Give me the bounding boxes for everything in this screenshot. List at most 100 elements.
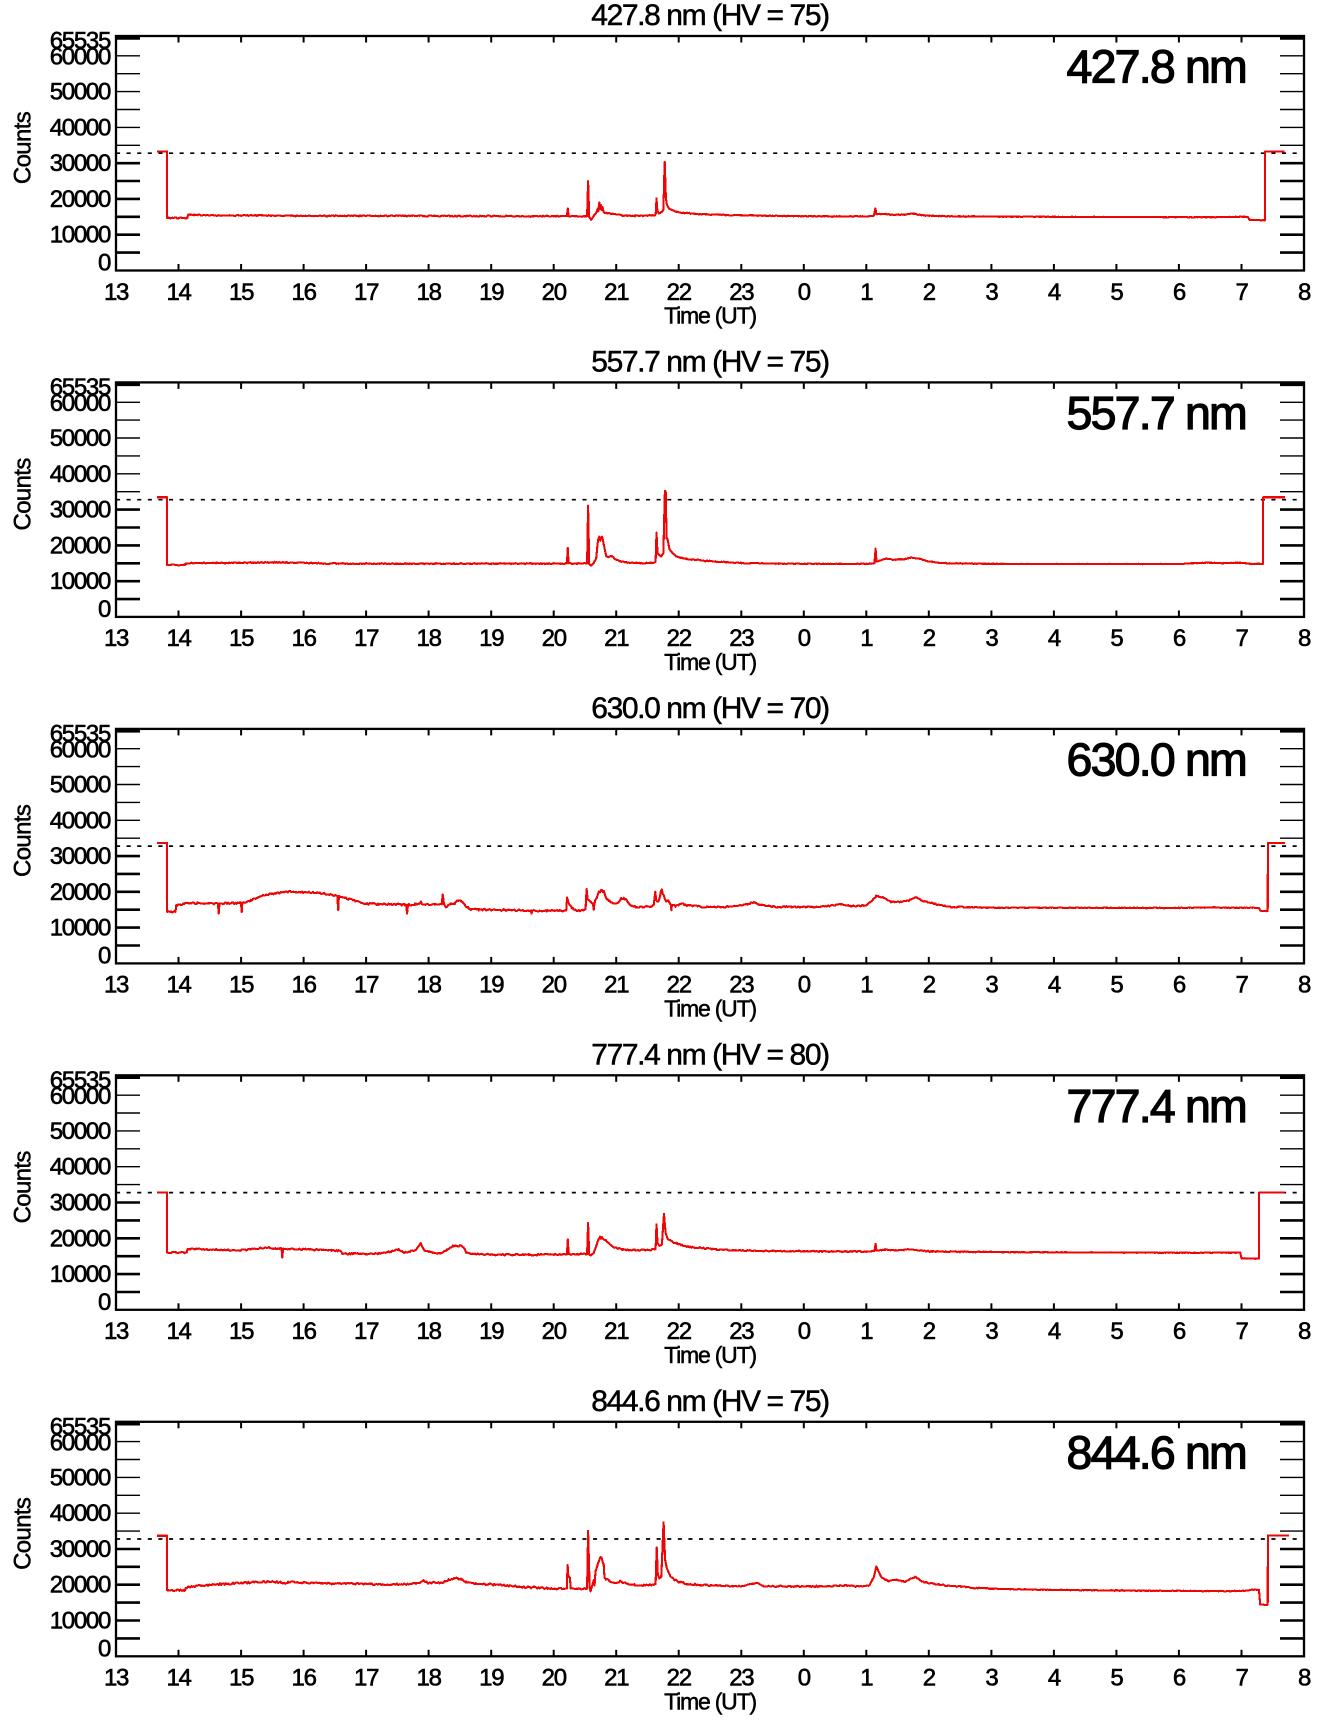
svg-text:Counts: Counts [10, 1151, 37, 1224]
svg-text:19: 19 [479, 972, 504, 999]
svg-text:17: 17 [354, 625, 379, 652]
svg-text:7: 7 [1235, 972, 1248, 999]
svg-text:8: 8 [1298, 625, 1311, 652]
svg-text:5: 5 [1110, 1665, 1123, 1692]
svg-text:557.7 nm (HV = 75): 557.7 nm (HV = 75) [591, 345, 829, 378]
svg-text:20000: 20000 [50, 186, 111, 213]
svg-text:0: 0 [798, 625, 811, 652]
svg-text:60000: 60000 [50, 1083, 111, 1110]
svg-text:15: 15 [229, 1665, 254, 1692]
svg-text:557.7 nm: 557.7 nm [1067, 387, 1246, 439]
svg-text:0: 0 [98, 1289, 111, 1316]
svg-text:10000: 10000 [50, 568, 111, 595]
svg-text:14: 14 [166, 1318, 191, 1345]
svg-text:30000: 30000 [50, 150, 111, 177]
svg-text:20: 20 [542, 1665, 567, 1692]
svg-text:16: 16 [292, 279, 317, 306]
svg-text:Counts: Counts [10, 804, 37, 877]
svg-text:60000: 60000 [50, 390, 111, 417]
svg-text:15: 15 [229, 279, 254, 306]
svg-text:6: 6 [1173, 972, 1186, 999]
svg-text:Time (UT): Time (UT) [664, 1342, 756, 1368]
svg-text:19: 19 [479, 1318, 504, 1345]
svg-text:2: 2 [923, 972, 936, 999]
svg-text:20: 20 [542, 972, 567, 999]
svg-text:3: 3 [985, 972, 998, 999]
svg-text:Counts: Counts [10, 1497, 37, 1570]
svg-text:22: 22 [667, 625, 692, 652]
svg-text:13: 13 [104, 972, 129, 999]
svg-text:23: 23 [729, 1318, 754, 1345]
svg-text:4: 4 [1048, 972, 1061, 999]
svg-text:13: 13 [104, 1318, 129, 1345]
svg-text:13: 13 [104, 1665, 129, 1692]
svg-text:5: 5 [1110, 625, 1123, 652]
svg-text:7: 7 [1235, 625, 1248, 652]
svg-text:14: 14 [166, 1665, 191, 1692]
svg-text:777.4 nm (HV = 80): 777.4 nm (HV = 80) [591, 1038, 829, 1071]
svg-text:23: 23 [729, 1665, 754, 1692]
svg-text:17: 17 [354, 279, 379, 306]
svg-text:22: 22 [667, 1665, 692, 1692]
svg-text:60000: 60000 [50, 1429, 111, 1456]
svg-text:18: 18 [417, 1318, 442, 1345]
svg-text:65535: 65535 [50, 374, 111, 401]
svg-text:8: 8 [1298, 279, 1311, 306]
svg-text:60000: 60000 [50, 44, 111, 71]
svg-text:2: 2 [923, 279, 936, 306]
svg-text:8: 8 [1298, 1318, 1311, 1345]
svg-text:60000: 60000 [50, 736, 111, 763]
svg-text:0: 0 [98, 1636, 111, 1663]
svg-text:17: 17 [354, 972, 379, 999]
svg-text:18: 18 [417, 279, 442, 306]
svg-text:22: 22 [667, 1318, 692, 1345]
svg-text:6: 6 [1173, 279, 1186, 306]
svg-text:17: 17 [354, 1665, 379, 1692]
svg-text:21: 21 [604, 279, 629, 306]
svg-text:16: 16 [292, 1318, 317, 1345]
svg-text:65535: 65535 [50, 1413, 111, 1440]
svg-text:Time (UT): Time (UT) [664, 1688, 756, 1714]
svg-text:40000: 40000 [50, 1154, 111, 1181]
svg-text:20000: 20000 [50, 1572, 111, 1599]
svg-text:Time (UT): Time (UT) [664, 995, 756, 1021]
svg-text:2: 2 [923, 1318, 936, 1345]
svg-text:2: 2 [923, 625, 936, 652]
svg-text:21: 21 [604, 625, 629, 652]
svg-text:1: 1 [860, 1665, 873, 1692]
svg-text:0: 0 [98, 943, 111, 970]
svg-text:0: 0 [798, 279, 811, 306]
svg-text:40000: 40000 [50, 807, 111, 834]
svg-text:21: 21 [604, 972, 629, 999]
svg-text:4: 4 [1048, 1665, 1061, 1692]
svg-text:14: 14 [166, 972, 191, 999]
svg-text:4: 4 [1048, 279, 1061, 306]
svg-text:Time (UT): Time (UT) [664, 649, 756, 675]
svg-text:30000: 30000 [50, 843, 111, 870]
svg-text:630.0 nm (HV = 70): 630.0 nm (HV = 70) [591, 692, 829, 725]
svg-text:10000: 10000 [50, 1261, 111, 1288]
svg-text:22: 22 [667, 972, 692, 999]
svg-text:0: 0 [98, 250, 111, 277]
svg-text:20000: 20000 [50, 1225, 111, 1252]
svg-text:15: 15 [229, 625, 254, 652]
svg-text:427.8 nm (HV = 75): 427.8 nm (HV = 75) [591, 0, 829, 32]
svg-text:23: 23 [729, 279, 754, 306]
svg-text:8: 8 [1298, 1665, 1311, 1692]
svg-text:6: 6 [1173, 1665, 1186, 1692]
svg-text:21: 21 [604, 1665, 629, 1692]
svg-text:1: 1 [860, 1318, 873, 1345]
svg-text:777.4 nm: 777.4 nm [1067, 1080, 1246, 1132]
svg-text:7: 7 [1235, 1318, 1248, 1345]
svg-text:50000: 50000 [50, 1118, 111, 1145]
svg-text:40000: 40000 [50, 1500, 111, 1527]
svg-text:65535: 65535 [50, 1067, 111, 1094]
svg-text:14: 14 [166, 625, 191, 652]
svg-text:5: 5 [1110, 279, 1123, 306]
svg-text:3: 3 [985, 625, 998, 652]
svg-text:23: 23 [729, 625, 754, 652]
svg-text:844.6 nm: 844.6 nm [1067, 1426, 1246, 1478]
svg-text:0: 0 [98, 596, 111, 623]
svg-text:5: 5 [1110, 972, 1123, 999]
svg-text:19: 19 [479, 625, 504, 652]
